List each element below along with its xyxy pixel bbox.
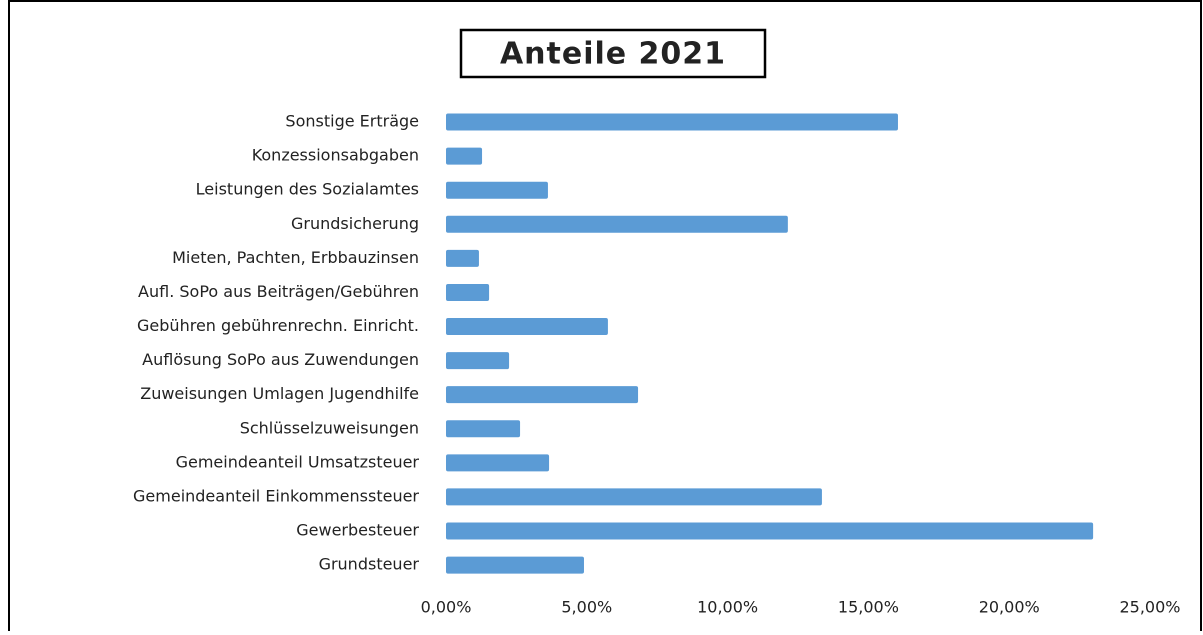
bar bbox=[446, 147, 483, 165]
y-tick-label: Grundsicherung bbox=[291, 214, 419, 233]
y-tick-label: Mieten, Pachten, Erbbauzinsen bbox=[172, 248, 419, 267]
bar bbox=[446, 283, 490, 301]
y-tick-label: Grundsteuer bbox=[319, 555, 420, 574]
y-tick-label: Schlüsselzuweisungen bbox=[240, 418, 419, 437]
x-tick-label: 15,00% bbox=[838, 598, 899, 617]
y-tick-label: Gebühren gebührenrechn. Einricht. bbox=[137, 316, 419, 335]
bar bbox=[446, 454, 550, 472]
y-tick-label: Auflösung SoPo aus Zuwendungen bbox=[142, 350, 419, 369]
bar bbox=[446, 318, 608, 336]
x-tick-label: 25,00% bbox=[1119, 598, 1180, 617]
bar bbox=[446, 113, 898, 131]
x-tick-label: 5,00% bbox=[561, 598, 612, 617]
bar bbox=[446, 420, 521, 438]
bar bbox=[446, 386, 639, 404]
bar bbox=[446, 249, 479, 267]
y-tick-label: Sonstige Erträge bbox=[285, 112, 419, 131]
bar bbox=[446, 352, 510, 370]
bar bbox=[446, 215, 788, 233]
x-tick-label: 20,00% bbox=[979, 598, 1040, 617]
y-tick-label: Gewerbesteuer bbox=[296, 521, 419, 540]
bar bbox=[446, 181, 548, 199]
y-tick-label: Gemeindeanteil Umsatzsteuer bbox=[176, 452, 420, 471]
bar bbox=[446, 556, 584, 574]
y-tick-label: Aufl. SoPo aus Beiträgen/Gebühren bbox=[138, 282, 419, 301]
chart-title: Anteile 2021 bbox=[500, 37, 726, 72]
bar bbox=[446, 488, 822, 506]
x-tick-label: 0,00% bbox=[421, 598, 472, 617]
y-tick-label: Konzessionsabgaben bbox=[252, 146, 419, 165]
y-tick-label: Leistungen des Sozialamtes bbox=[196, 180, 419, 199]
title-box bbox=[459, 28, 767, 79]
y-tick-label: Gemeindeanteil Einkommenssteuer bbox=[133, 486, 419, 505]
x-tick-label: 10,00% bbox=[697, 598, 758, 617]
y-tick-label: Zuweisungen Umlagen Jugendhilfe bbox=[140, 384, 419, 403]
bar bbox=[446, 522, 1094, 540]
